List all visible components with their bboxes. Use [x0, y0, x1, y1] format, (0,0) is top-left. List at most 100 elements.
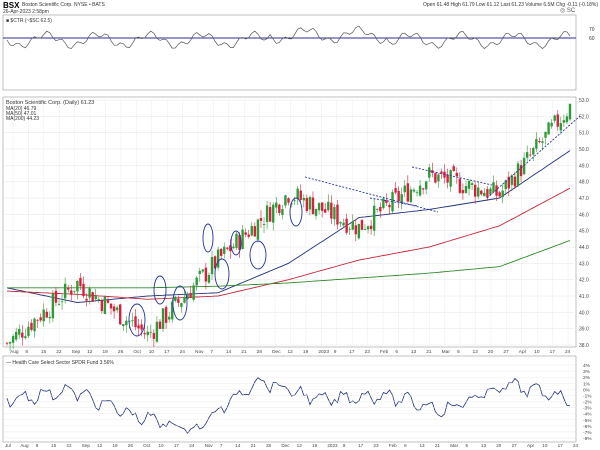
x-tick-label: Aug	[10, 349, 19, 355]
main-grid	[5, 99, 574, 346]
x-tick-label: 17	[358, 443, 364, 448]
candle-body	[394, 188, 397, 193]
x-tick-label: 24	[573, 443, 579, 448]
candle-body	[158, 321, 162, 329]
candle-body	[186, 294, 189, 300]
candle-body	[357, 223, 361, 239]
candle-body	[525, 152, 529, 158]
x-tick-label: 27	[512, 443, 518, 448]
y-tick-label: 45.0	[579, 229, 589, 235]
top-tick-1: 60	[589, 36, 595, 42]
y-tick-label: 42.0	[579, 278, 589, 284]
ma200-line	[7, 240, 571, 289]
candle-body	[88, 288, 91, 298]
candle-body	[467, 180, 471, 189]
y-tick-label: 1%	[583, 381, 591, 387]
candle-body	[198, 270, 201, 274]
candle-body	[112, 306, 116, 312]
candle-body	[241, 229, 244, 250]
candle-body	[284, 195, 287, 206]
x-tick-label: 17	[558, 443, 564, 448]
candle-body	[219, 248, 223, 256]
candle-body	[70, 290, 73, 295]
candle-body	[223, 246, 226, 254]
y-tick-label: 3%	[583, 369, 591, 375]
candle-body	[8, 342, 12, 344]
x-tick-label: 14	[226, 349, 232, 355]
x-tick-label: 19	[303, 349, 309, 355]
candle-body	[327, 201, 330, 211]
candle-body	[317, 202, 321, 211]
candle-body	[388, 205, 391, 208]
x-tick-label: 10	[542, 443, 548, 448]
candle-body	[498, 192, 501, 197]
x-tick-label: 17	[349, 349, 355, 355]
candle-body	[440, 171, 443, 174]
candle-body	[409, 189, 413, 202]
x-tick-label: 28	[257, 349, 263, 355]
candle-body	[21, 332, 24, 338]
candle-body	[406, 183, 410, 202]
candle-body	[556, 114, 559, 127]
x-tick-label: 21	[426, 349, 432, 355]
y-tick-label: 4%	[583, 363, 591, 369]
trend-line	[411, 166, 493, 186]
candle-body	[345, 218, 348, 233]
x-tick-label: Feb	[380, 349, 389, 355]
candle-body	[268, 207, 272, 222]
candle-body	[106, 300, 110, 303]
candle-body	[501, 190, 504, 198]
candle-body	[134, 316, 137, 328]
y-tick-label: 48.0	[579, 180, 589, 186]
y-tick-label: -6%	[583, 424, 592, 430]
top-tick-0: 70	[589, 27, 595, 33]
x-tick-label: 6	[466, 443, 469, 448]
x-tick-label: Sep	[82, 443, 91, 448]
x-tick-label: 19	[103, 349, 109, 355]
highlight-ellipse	[128, 303, 146, 337]
candle-body	[51, 293, 55, 319]
candle-body	[63, 283, 67, 299]
x-tick-label: 24	[180, 349, 186, 355]
candle-body	[314, 208, 318, 216]
candle-body	[60, 301, 64, 303]
main-legend-ma200: MA(200) 44.23	[6, 116, 39, 122]
candle-body	[100, 300, 104, 312]
main-panel: Boston Scientific Corp. (Daily) 61.23 MA…	[2, 96, 589, 355]
x-tick-label: 17	[550, 349, 556, 355]
candle-body	[189, 293, 192, 298]
candle-body	[519, 165, 523, 177]
trend-line	[304, 176, 439, 213]
candle-body	[24, 336, 27, 339]
candle-body	[171, 301, 174, 320]
candle-body	[259, 218, 263, 221]
candle-body	[36, 319, 39, 321]
candle-body	[489, 188, 492, 195]
y-tick-label: 51.0	[579, 131, 589, 137]
candle-body	[486, 189, 489, 198]
candle-body	[562, 120, 566, 123]
candle-body	[330, 202, 333, 219]
candle-body	[385, 200, 388, 203]
x-tick-label: 19	[312, 443, 318, 448]
candle-body	[544, 131, 547, 138]
candle-body	[568, 103, 572, 120]
candle-body	[115, 307, 119, 311]
x-tick-label: 6	[404, 443, 407, 448]
stockcharts-logo: ◎ SC	[560, 8, 576, 14]
y-tick-label: 49.0	[579, 163, 589, 169]
candle-body	[336, 204, 339, 225]
candle-body	[235, 233, 238, 248]
candle-body	[449, 170, 452, 187]
main-y-ticks: 53.0 52.0 51.0 50.0 49.0 48.0 47.0 46.0 45.0 44.0…	[579, 98, 589, 349]
y-tick-label: -5%	[583, 418, 592, 424]
candle-body	[140, 324, 143, 330]
candle-body	[541, 141, 544, 143]
x-tick-label: 2023	[327, 443, 338, 448]
candle-body	[247, 234, 250, 237]
candle-body	[256, 219, 260, 240]
candle-body	[226, 247, 229, 249]
x-tick-label: 20	[496, 443, 502, 448]
candle-body	[275, 202, 278, 208]
candle-body	[299, 190, 302, 200]
